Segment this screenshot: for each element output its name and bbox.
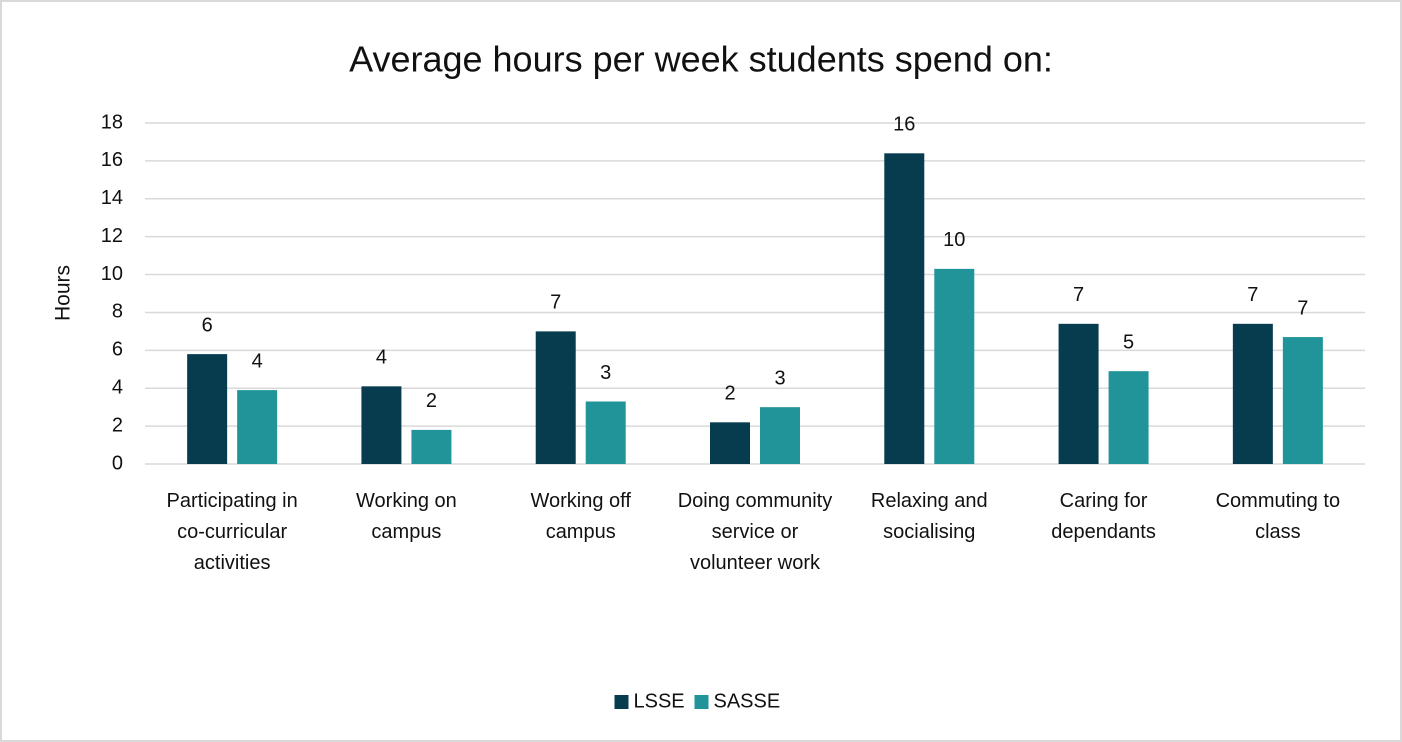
- y-tick-label: 4: [112, 377, 123, 399]
- bar: [1058, 323, 1099, 464]
- y-axis-label: Hours: [52, 265, 75, 321]
- bar: [1232, 323, 1273, 464]
- value-label: 5: [1123, 331, 1134, 353]
- y-tick-label: 10: [101, 263, 123, 285]
- x-tick-label: Relaxing and socialising: [871, 490, 988, 543]
- x-tick-label: Participating in co-curricular activities: [167, 490, 298, 574]
- y-tick-label: 6: [112, 339, 123, 361]
- value-label: 3: [600, 362, 611, 384]
- bar: [934, 268, 975, 464]
- x-tick-label: Caring for dependants: [1051, 490, 1156, 543]
- chart-title: Average hours per week students spend on…: [349, 39, 1053, 80]
- value-label: 7: [1247, 284, 1258, 306]
- legend-swatch: [614, 695, 629, 709]
- y-tick-label: 0: [112, 452, 123, 474]
- y-tick-label: 16: [101, 149, 123, 171]
- bar: [237, 390, 278, 464]
- legend-swatch: [694, 695, 709, 709]
- y-tick-label: 18: [101, 111, 123, 133]
- bar: [585, 401, 626, 464]
- value-label: 4: [252, 350, 263, 372]
- value-label: 10: [943, 229, 965, 251]
- value-label: 4: [376, 347, 387, 369]
- value-label: 7: [1297, 297, 1308, 319]
- x-tick-label: Doing community service or volunteer work: [678, 490, 833, 574]
- bar: [710, 422, 750, 464]
- y-tick-label: 8: [112, 301, 123, 323]
- bar: [884, 153, 925, 465]
- value-label: 7: [550, 292, 561, 314]
- legend-label: SASSE: [714, 690, 781, 712]
- value-label: 16: [893, 114, 915, 136]
- x-tick-label: Working on campus: [356, 490, 457, 543]
- y-tick-label: 2: [112, 414, 123, 436]
- bar: [411, 429, 452, 464]
- bar: [1108, 371, 1149, 464]
- y-tick-label: 12: [101, 225, 123, 247]
- value-label: 6: [202, 314, 213, 336]
- value-label: 7: [1073, 284, 1084, 306]
- bar: [760, 407, 800, 464]
- x-tick-label: Commuting to class: [1216, 490, 1341, 543]
- value-label: 3: [774, 367, 785, 389]
- x-tick-label: Working off campus: [531, 490, 632, 543]
- bar: [187, 354, 228, 464]
- bar: [1282, 337, 1323, 464]
- value-label: 2: [724, 383, 735, 405]
- value-label: 2: [426, 390, 437, 412]
- bar: [535, 331, 576, 464]
- legend-label: LSSE: [634, 690, 685, 712]
- y-tick-label: 14: [101, 187, 123, 209]
- bar: [361, 386, 402, 464]
